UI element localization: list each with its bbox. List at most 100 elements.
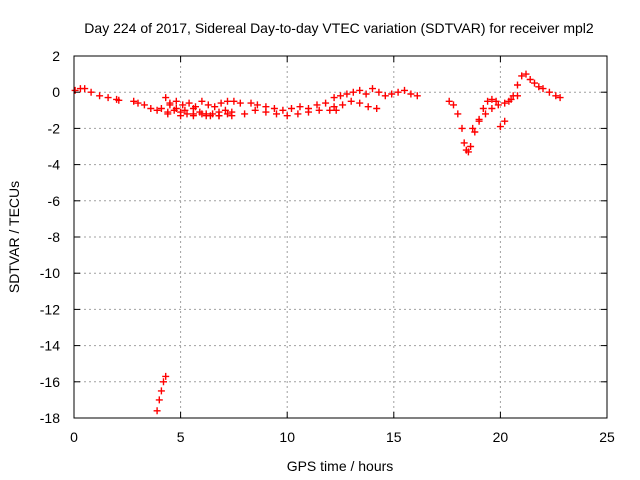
data-point bbox=[332, 106, 340, 114]
data-point bbox=[153, 407, 161, 415]
data-point bbox=[115, 96, 123, 104]
data-point bbox=[556, 94, 564, 102]
x-axis-label: GPS time / hours bbox=[287, 458, 394, 474]
data-point bbox=[343, 90, 351, 98]
data-point bbox=[313, 101, 321, 109]
series-arc-1 bbox=[71, 85, 123, 104]
data-point bbox=[373, 105, 381, 112]
data-point bbox=[279, 106, 287, 114]
data-point bbox=[294, 110, 302, 118]
data-point bbox=[526, 76, 534, 83]
data-point bbox=[496, 123, 504, 131]
data-point bbox=[326, 106, 334, 114]
data-point bbox=[204, 101, 212, 109]
data-point bbox=[330, 103, 338, 111]
data-point bbox=[241, 110, 249, 118]
data-point bbox=[356, 99, 364, 107]
data-point bbox=[450, 101, 457, 109]
data-point bbox=[134, 99, 142, 107]
data-point bbox=[349, 88, 357, 96]
data-point bbox=[153, 106, 161, 114]
data-point bbox=[475, 117, 483, 125]
data-point bbox=[155, 396, 163, 404]
data-point bbox=[224, 97, 231, 105]
x-tick-label: 5 bbox=[177, 429, 185, 445]
data-point bbox=[179, 101, 187, 109]
data-points bbox=[71, 70, 564, 415]
data-point bbox=[514, 81, 521, 89]
data-point bbox=[177, 112, 185, 120]
data-point bbox=[87, 88, 95, 96]
data-point bbox=[140, 101, 148, 109]
data-point bbox=[211, 103, 219, 111]
data-point bbox=[181, 106, 189, 114]
series-arc-7 bbox=[330, 85, 421, 102]
x-tick-label: 25 bbox=[599, 429, 615, 445]
x-tick-label: 20 bbox=[493, 429, 509, 445]
data-point bbox=[381, 92, 389, 100]
data-point bbox=[401, 86, 408, 94]
data-point bbox=[539, 85, 547, 93]
data-point bbox=[273, 110, 280, 118]
data-point bbox=[339, 101, 347, 109]
data-point bbox=[407, 90, 415, 98]
data-point bbox=[522, 70, 530, 78]
data-point bbox=[458, 124, 466, 132]
data-point bbox=[509, 92, 517, 100]
data-point bbox=[189, 112, 197, 120]
data-point bbox=[518, 72, 526, 80]
y-tick-label: -10 bbox=[40, 265, 60, 281]
data-point bbox=[531, 79, 538, 87]
data-point bbox=[215, 112, 223, 120]
y-tick-label: -12 bbox=[40, 301, 60, 317]
x-tick-label: 15 bbox=[386, 429, 402, 445]
data-point bbox=[445, 97, 453, 105]
data-point bbox=[96, 92, 104, 100]
data-point bbox=[230, 97, 238, 105]
data-point bbox=[221, 106, 229, 114]
data-point bbox=[236, 99, 244, 107]
data-point bbox=[160, 378, 167, 386]
series-arc-11 bbox=[153, 372, 170, 415]
data-point bbox=[469, 124, 477, 132]
data-point bbox=[130, 97, 138, 105]
data-point bbox=[81, 85, 89, 93]
data-point bbox=[183, 110, 191, 118]
data-point bbox=[501, 99, 509, 107]
data-point bbox=[356, 86, 364, 94]
data-point bbox=[347, 97, 355, 105]
data-point bbox=[71, 86, 79, 94]
y-tick-label: -18 bbox=[40, 410, 60, 426]
data-point bbox=[505, 97, 513, 105]
data-point bbox=[162, 372, 170, 380]
data-point bbox=[464, 148, 472, 156]
y-tick-label: -2 bbox=[48, 120, 61, 136]
data-point bbox=[552, 92, 560, 100]
data-point bbox=[535, 83, 543, 91]
data-point bbox=[198, 110, 206, 118]
data-point bbox=[104, 94, 112, 102]
y-tick-label: -14 bbox=[40, 338, 60, 354]
data-point bbox=[296, 103, 304, 111]
y-tick-label: -4 bbox=[48, 157, 61, 173]
data-point bbox=[501, 117, 509, 125]
data-point bbox=[394, 88, 402, 96]
data-point bbox=[172, 105, 180, 112]
y-tick-label: -8 bbox=[48, 229, 61, 245]
data-point bbox=[315, 106, 323, 114]
data-point bbox=[253, 101, 261, 109]
y-axis-label: SDTVAR / TECUs bbox=[6, 181, 22, 293]
data-point bbox=[198, 97, 206, 105]
data-point bbox=[247, 99, 255, 107]
data-point bbox=[454, 110, 462, 118]
data-point bbox=[492, 97, 500, 105]
series-arc-6 bbox=[247, 97, 381, 114]
data-point bbox=[283, 112, 291, 120]
data-point bbox=[337, 92, 344, 100]
data-point bbox=[228, 112, 236, 120]
data-point bbox=[479, 105, 487, 112]
series-arc-4 bbox=[166, 101, 236, 120]
data-point bbox=[545, 88, 553, 96]
